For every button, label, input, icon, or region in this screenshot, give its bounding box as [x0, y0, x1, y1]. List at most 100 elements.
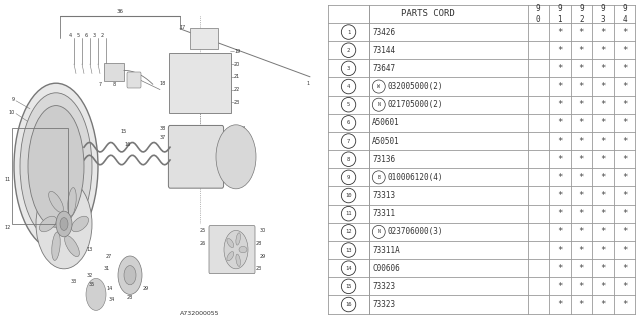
- Ellipse shape: [40, 216, 56, 232]
- Circle shape: [341, 206, 356, 221]
- Text: *: *: [600, 191, 605, 200]
- Text: 21: 21: [234, 74, 240, 79]
- Circle shape: [341, 261, 356, 276]
- Text: 16: 16: [346, 302, 352, 307]
- Text: 38: 38: [160, 125, 166, 131]
- Text: 12: 12: [4, 225, 10, 230]
- Ellipse shape: [49, 191, 63, 212]
- Text: *: *: [600, 82, 605, 91]
- Text: 6: 6: [84, 33, 88, 38]
- Circle shape: [341, 225, 356, 239]
- Circle shape: [228, 144, 244, 170]
- Text: *: *: [557, 264, 563, 273]
- Text: 0: 0: [536, 15, 541, 24]
- Circle shape: [372, 171, 385, 184]
- Text: 14: 14: [346, 266, 352, 271]
- Text: 3: 3: [600, 15, 605, 24]
- Text: 29: 29: [260, 253, 266, 259]
- Text: *: *: [579, 264, 584, 273]
- Circle shape: [233, 152, 239, 162]
- Text: 12: 12: [346, 229, 352, 234]
- Text: W: W: [378, 84, 380, 89]
- Text: 26: 26: [200, 241, 206, 246]
- Text: *: *: [557, 137, 563, 146]
- Text: *: *: [622, 227, 627, 236]
- Text: *: *: [622, 209, 627, 218]
- Text: 13: 13: [86, 247, 92, 252]
- Circle shape: [372, 80, 385, 93]
- Text: *: *: [622, 82, 627, 91]
- Ellipse shape: [28, 106, 84, 227]
- Text: *: *: [579, 100, 584, 109]
- Text: *: *: [622, 28, 627, 36]
- Text: 9: 9: [12, 97, 15, 102]
- Text: N: N: [378, 229, 380, 234]
- Ellipse shape: [227, 252, 234, 261]
- Text: 1: 1: [347, 29, 350, 35]
- Text: 5: 5: [76, 33, 79, 38]
- Text: *: *: [622, 300, 627, 309]
- Text: 29: 29: [143, 285, 149, 291]
- Text: *: *: [557, 282, 563, 291]
- Text: 023706000(3): 023706000(3): [388, 227, 444, 236]
- Text: 28: 28: [127, 295, 133, 300]
- Circle shape: [341, 97, 356, 112]
- Text: *: *: [600, 64, 605, 73]
- Text: N: N: [378, 102, 380, 107]
- Text: 31: 31: [104, 266, 110, 271]
- Text: *: *: [557, 173, 563, 182]
- Text: 8: 8: [113, 82, 116, 87]
- Text: *: *: [557, 46, 563, 55]
- Circle shape: [341, 25, 356, 39]
- Text: A50601: A50601: [372, 118, 400, 127]
- Text: 032005000(2): 032005000(2): [388, 82, 444, 91]
- Circle shape: [341, 243, 356, 257]
- Text: 4: 4: [68, 33, 72, 38]
- Ellipse shape: [239, 246, 247, 253]
- Text: *: *: [579, 282, 584, 291]
- Text: *: *: [579, 82, 584, 91]
- Text: 2: 2: [347, 48, 350, 53]
- Text: B: B: [378, 175, 380, 180]
- Text: 3: 3: [347, 66, 350, 71]
- Text: *: *: [622, 191, 627, 200]
- Text: 14: 14: [107, 285, 113, 291]
- Text: 9: 9: [536, 4, 541, 12]
- Text: *: *: [622, 64, 627, 73]
- Circle shape: [224, 230, 248, 269]
- Circle shape: [60, 218, 68, 230]
- Text: 23: 23: [234, 100, 240, 105]
- Ellipse shape: [236, 254, 241, 267]
- Text: 15: 15: [346, 284, 352, 289]
- Circle shape: [36, 179, 92, 269]
- Text: *: *: [622, 173, 627, 182]
- Text: 4: 4: [622, 15, 627, 24]
- Text: *: *: [600, 155, 605, 164]
- FancyBboxPatch shape: [170, 53, 230, 113]
- Text: A50501: A50501: [372, 137, 400, 146]
- Text: 73311A: 73311A: [372, 245, 400, 254]
- Text: 15: 15: [120, 129, 126, 134]
- Text: 24: 24: [240, 125, 246, 131]
- Text: *: *: [579, 46, 584, 55]
- Text: *: *: [622, 264, 627, 273]
- Text: *: *: [600, 100, 605, 109]
- Circle shape: [118, 256, 142, 294]
- Ellipse shape: [14, 83, 98, 250]
- Text: 021705000(2): 021705000(2): [388, 100, 444, 109]
- Text: *: *: [600, 118, 605, 127]
- Text: 2: 2: [579, 15, 584, 24]
- Text: 73323: 73323: [372, 282, 396, 291]
- Text: 16: 16: [124, 141, 131, 147]
- Text: *: *: [579, 173, 584, 182]
- Text: 9: 9: [557, 4, 562, 12]
- Text: *: *: [579, 118, 584, 127]
- Text: *: *: [579, 64, 584, 73]
- Text: 73313: 73313: [372, 191, 396, 200]
- Text: *: *: [557, 245, 563, 254]
- Text: *: *: [622, 46, 627, 55]
- Text: *: *: [622, 100, 627, 109]
- FancyBboxPatch shape: [127, 72, 141, 88]
- Ellipse shape: [236, 233, 241, 245]
- Text: *: *: [622, 137, 627, 146]
